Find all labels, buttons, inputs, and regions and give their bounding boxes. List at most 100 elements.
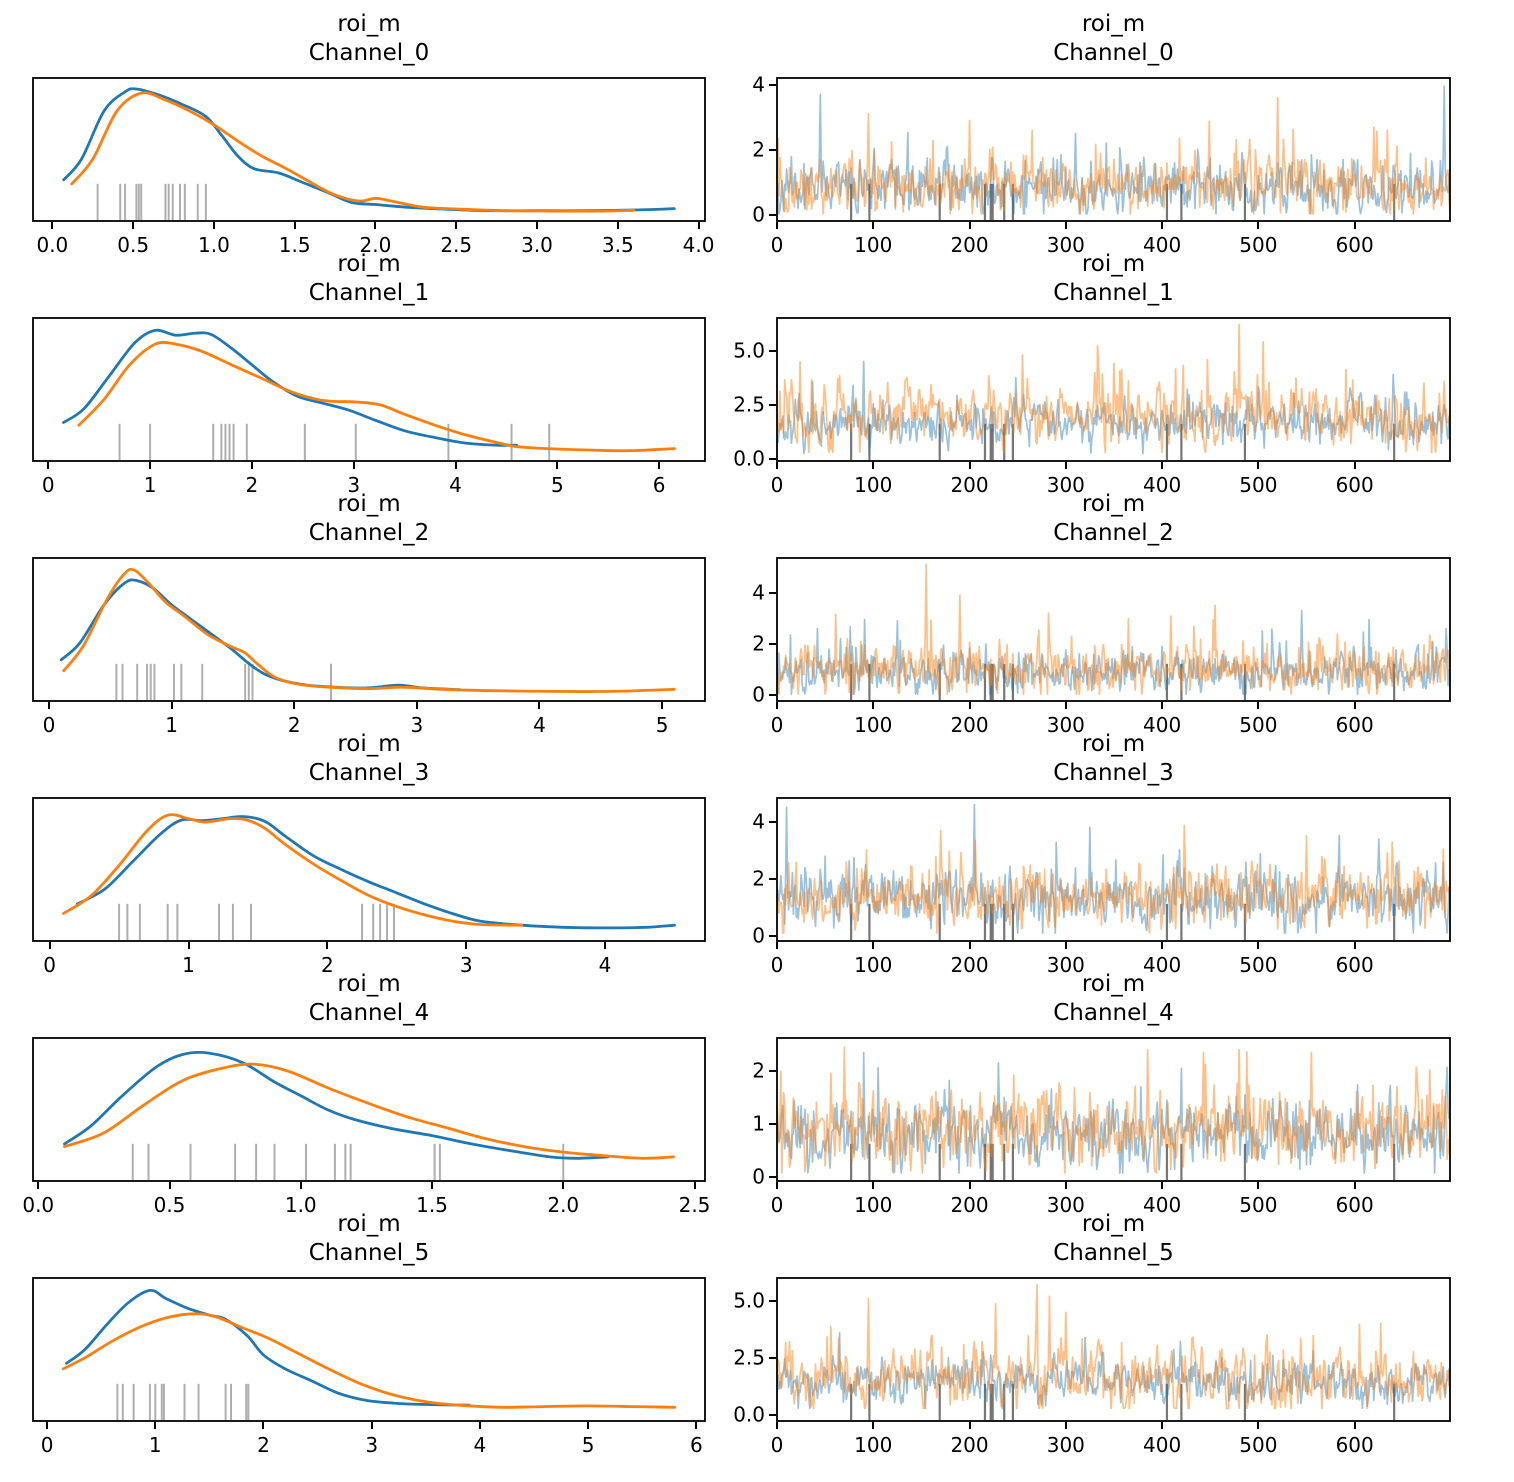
x-tick-label: 2 — [245, 473, 259, 497]
x-tick-mark — [661, 702, 664, 709]
x-tick-mark — [48, 942, 51, 949]
x-tick-mark — [478, 1422, 481, 1429]
x-tick-mark — [454, 462, 457, 469]
y-tick-label: 2 — [752, 137, 765, 162]
timeseries-trace-group_b — [777, 563, 1450, 695]
subplot-title-line2: Channel_2 — [1053, 520, 1174, 546]
x-tick-label: 200 — [950, 1193, 989, 1217]
x-tick-mark — [776, 222, 778, 229]
x-tick-label: 0 — [770, 1193, 784, 1217]
y-tick-mark — [769, 694, 776, 697]
plot-area-channel_5-kde — [32, 1277, 706, 1422]
x-tick-label: 400 — [1143, 233, 1182, 257]
x-tick-mark — [1257, 1182, 1260, 1189]
y-tick-mark — [769, 457, 776, 460]
y-tick-mark — [769, 1414, 776, 1417]
subplot-title-line1: roi_m — [1081, 1211, 1146, 1237]
x-tick-label: 4 — [598, 953, 612, 977]
kde-curve-group_a — [59, 578, 462, 692]
x-tick-label: 200 — [950, 473, 989, 497]
x-tick-label: 200 — [950, 953, 989, 977]
subplot-title-line1: roi_m — [337, 731, 401, 757]
axes-spines — [32, 797, 706, 942]
x-tick-mark — [37, 1182, 40, 1189]
subplot-title-line1: roi_m — [1081, 971, 1146, 997]
x-tick-mark — [1161, 222, 1164, 229]
x-tick-mark — [293, 222, 296, 229]
x-tick-label: 0.5 — [117, 233, 150, 257]
x-tick-mark — [776, 1182, 778, 1189]
x-tick-label: 100 — [854, 953, 893, 977]
x-tick-mark — [293, 702, 296, 709]
x-tick-label: 200 — [950, 1433, 989, 1457]
kde-curve-group_b — [77, 340, 676, 453]
axes-spines — [776, 1277, 1451, 1422]
x-tick-label: 300 — [1046, 713, 1085, 737]
axes-spines — [776, 77, 1451, 222]
timeseries-trace-group_b — [777, 1046, 1450, 1174]
x-tick-label: 100 — [854, 473, 893, 497]
x-tick-mark — [556, 462, 559, 469]
subplot-title-channel_2-kde: roi_m Channel_2 — [33, 490, 705, 548]
subplot-title-channel_4-kde: roi_m Channel_4 — [33, 970, 705, 1028]
x-tick-label: 2.5 — [440, 233, 473, 257]
x-tick-label: 100 — [854, 1193, 893, 1217]
x-tick-label: 500 — [1239, 953, 1278, 977]
plot-area-channel_1-kde — [32, 317, 706, 462]
x-tick-mark — [968, 222, 971, 229]
x-tick-label: 500 — [1239, 713, 1278, 737]
axes-spines — [32, 557, 706, 702]
x-tick-mark — [352, 462, 355, 469]
x-tick-mark — [872, 942, 875, 949]
x-tick-mark — [149, 462, 152, 469]
x-tick-label: 4 — [449, 473, 462, 497]
y-tick-label: 4 — [752, 580, 765, 605]
axes-spines — [32, 1037, 706, 1182]
subplot-title-line1: roi_m — [337, 1211, 401, 1237]
subplot-title-line2: Channel_1 — [1053, 280, 1174, 306]
y-tick-mark — [769, 1357, 776, 1360]
subplot-title-channel_5-kde: roi_m Channel_5 — [33, 1210, 705, 1268]
x-tick-label: 600 — [1335, 713, 1374, 737]
x-tick-mark — [170, 702, 173, 709]
subplot-title-line1: roi_m — [337, 971, 401, 997]
x-tick-mark — [776, 462, 778, 469]
axes-spines — [32, 77, 706, 222]
plot-area-channel_0-timeseries — [776, 77, 1451, 222]
subplot-title-channel_1-timeseries: roi_m Channel_1 — [777, 250, 1450, 308]
x-tick-mark — [538, 702, 541, 709]
x-tick-label: 5 — [581, 1433, 595, 1457]
x-tick-mark — [46, 1422, 49, 1429]
x-tick-mark — [604, 942, 607, 949]
y-tick-mark — [769, 1069, 776, 1072]
x-tick-label: 400 — [1143, 713, 1182, 737]
x-tick-label: 100 — [854, 713, 893, 737]
x-tick-mark — [1161, 1182, 1164, 1189]
y-tick-mark — [769, 214, 776, 217]
kde-curve-group_a — [63, 1050, 610, 1160]
x-tick-mark — [1064, 222, 1067, 229]
kde-curve-group_a — [65, 1288, 471, 1407]
y-tick-label: 0 — [752, 202, 765, 227]
x-tick-mark — [562, 1182, 565, 1189]
x-tick-mark — [455, 222, 458, 229]
x-tick-mark — [187, 942, 190, 949]
x-tick-label: 4.0 — [682, 233, 715, 257]
subplot-title-line1: roi_m — [1081, 251, 1146, 277]
kde-curve-group_b — [61, 1312, 677, 1409]
x-tick-label: 0 — [41, 473, 55, 497]
plot-area-channel_2-kde — [32, 557, 706, 702]
x-tick-mark — [47, 702, 50, 709]
x-tick-label: 100 — [854, 1433, 893, 1457]
x-tick-label: 5 — [550, 473, 564, 497]
x-tick-mark — [154, 1422, 157, 1429]
axes-spines — [776, 797, 1451, 942]
x-tick-mark — [262, 1422, 265, 1429]
x-tick-mark — [47, 462, 50, 469]
x-tick-mark — [1064, 942, 1067, 949]
y-tick-label: 0 — [752, 1164, 765, 1189]
x-tick-label: 500 — [1239, 1433, 1278, 1457]
y-tick-label: 4 — [752, 72, 765, 97]
x-tick-mark — [776, 942, 778, 949]
